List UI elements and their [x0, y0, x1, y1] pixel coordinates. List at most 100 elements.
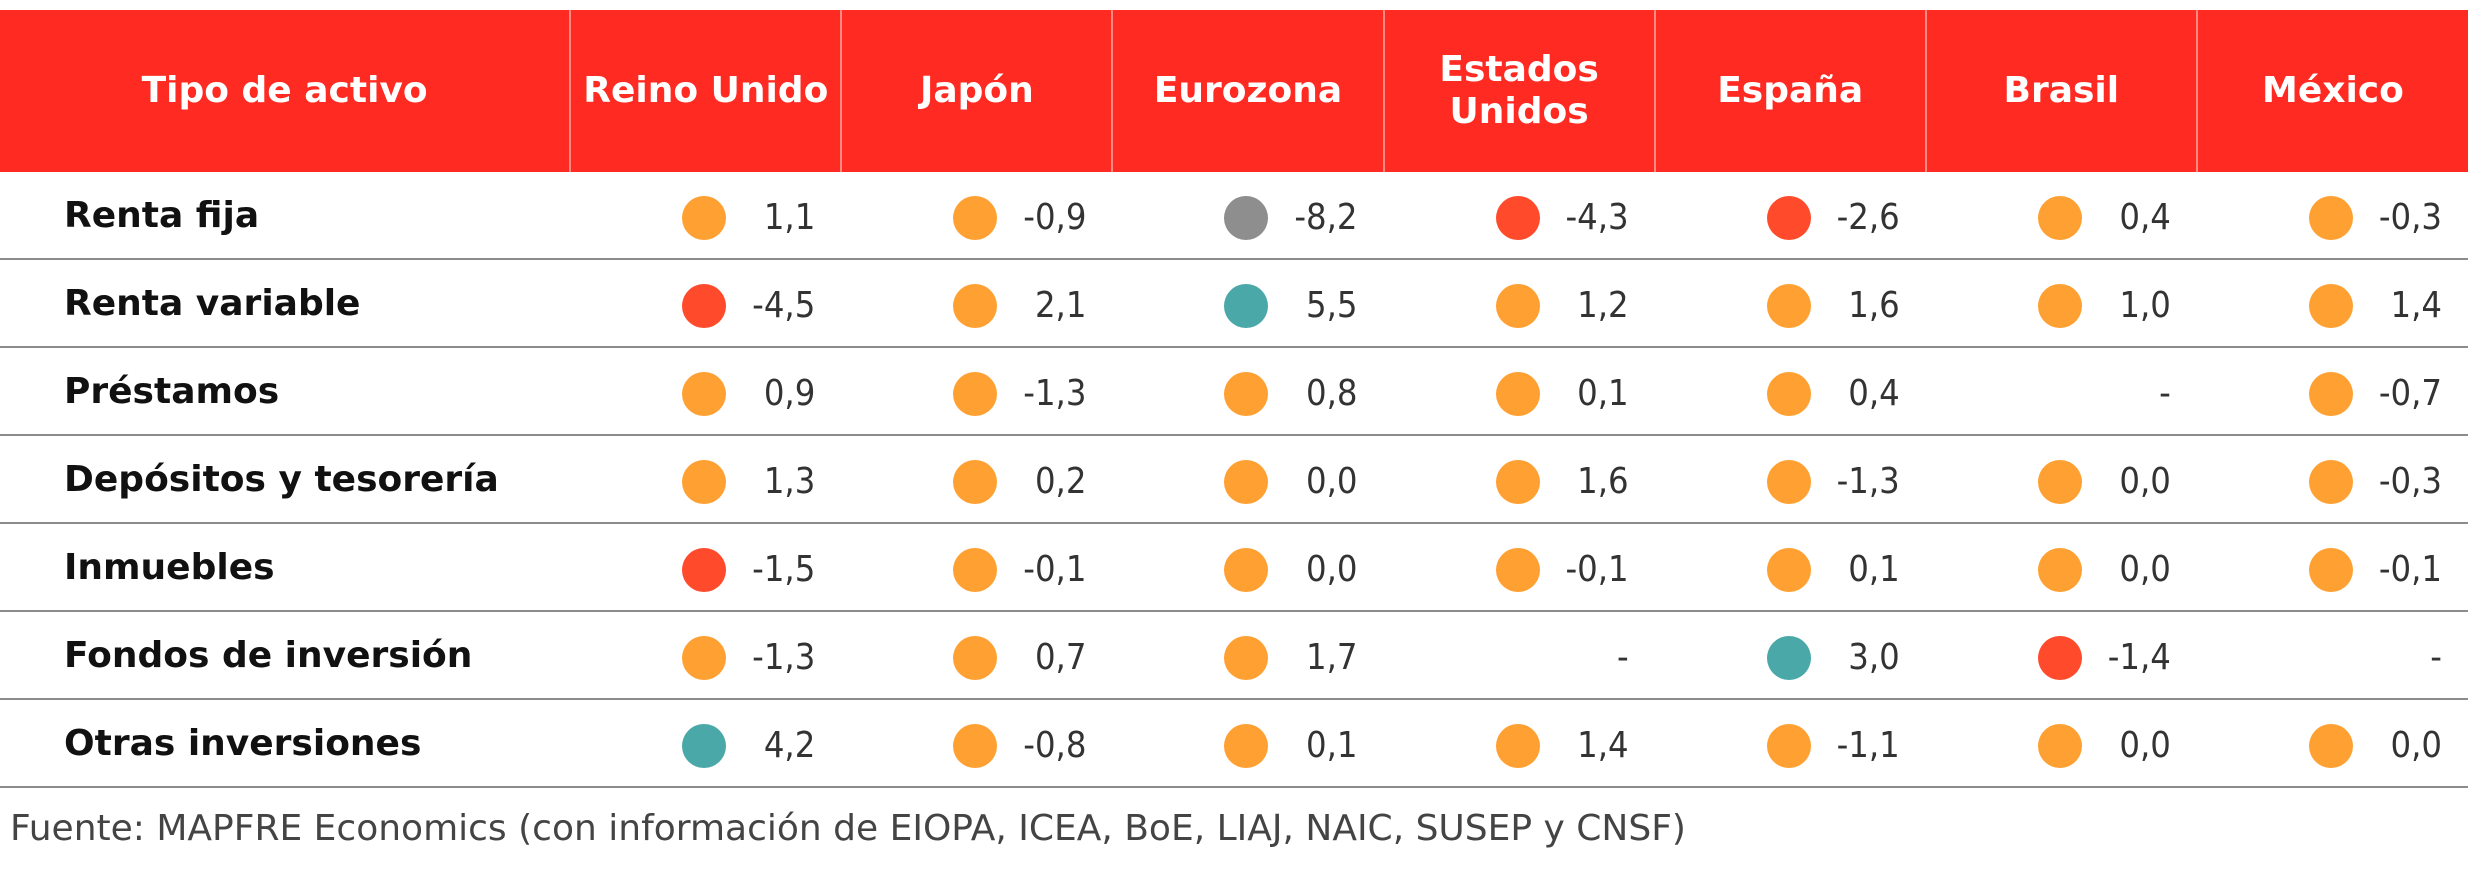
cell-value: 2,1 [1034, 285, 1087, 326]
table-cell: -0,1 [1383, 523, 1655, 612]
cell-content: -1,3 [841, 348, 1112, 434]
table-row: Préstamos 0,9 -1,3 0,8 0,1 0,4 - -0,7 [0, 347, 2468, 436]
orange-indicator-dot [953, 460, 998, 504]
cell-value: - [2159, 373, 2171, 414]
row-label: Otras inversiones [0, 699, 571, 788]
cell-content: 1,7 [1112, 612, 1383, 698]
red-indicator-dot [1495, 196, 1540, 240]
orange-indicator-dot [2308, 372, 2353, 416]
table-row: Inmuebles -1,5 -0,1 0,0 -0,1 0,1 0,0 -0,1 [0, 523, 2468, 612]
header-eurozona: Eurozona [1111, 10, 1384, 172]
cell-value: -1,3 [1023, 373, 1087, 414]
cell-value: 4,2 [763, 725, 816, 766]
orange-indicator-dot [1495, 460, 1540, 504]
cell-content: 0,0 [1926, 524, 2197, 610]
orange-indicator-dot [953, 196, 998, 240]
cell-content: -4,5 [570, 260, 841, 346]
cell-content: 0,0 [1112, 436, 1383, 522]
table-row: Fondos de inversión -1,3 0,7 1,7 - 3,0 -1,4 - [0, 611, 2468, 700]
table-cell: 0,4 [1925, 172, 2197, 260]
cell-value: -4,3 [1565, 197, 1629, 238]
cell-value: 1,4 [2390, 285, 2443, 326]
orange-indicator-dot [2037, 724, 2082, 768]
table-cell: 1,0 [1925, 259, 2197, 348]
cell-content: 0,2 [841, 436, 1112, 522]
table-cell: 3,0 [1654, 611, 1926, 700]
table-cell: 0,1 [1654, 523, 1926, 612]
cell-value: - [1616, 637, 1629, 678]
header-japon: Japón [840, 10, 1113, 172]
row-label: Depósitos y tesorería [0, 435, 571, 524]
cell-content: 0,1 [1655, 524, 1926, 610]
table-row: Renta variable -4,5 2,1 5,5 1,2 1,6 1,0 1,4 [0, 259, 2468, 348]
table-cell: 0,1 [1383, 347, 1655, 436]
orange-indicator-dot [2308, 724, 2353, 768]
cell-value: 5,5 [1306, 285, 1358, 326]
cell-value: 0,1 [1577, 373, 1629, 414]
orange-indicator-dot [1495, 372, 1540, 416]
table-row: Otras inversiones 4,2 -0,8 0,1 1,4 -1,1 0,0 0,0 [0, 699, 2468, 788]
table-cell: -0,9 [841, 172, 1113, 260]
orange-indicator-dot [1766, 460, 1811, 504]
source-note: Fuente: MAPFRE Economics (con informació… [10, 808, 1686, 849]
table-cell: 0,0 [2196, 699, 2468, 788]
cell-content: -0,9 [841, 172, 1112, 258]
cell-value: 3,0 [1848, 637, 1900, 678]
orange-indicator-dot [682, 372, 727, 416]
table-cell: 0,0 [1112, 435, 1384, 524]
cell-content: 1,4 [1384, 700, 1655, 786]
table-cell: 5,5 [1112, 259, 1384, 348]
cell-value: 0,0 [2119, 461, 2171, 502]
orange-indicator-dot [1495, 548, 1540, 592]
cell-value: -0,1 [1023, 549, 1087, 590]
cell-content: 0,8 [1112, 348, 1383, 434]
table-row: Renta fija 1,1 -0,9 -8,2 -4,3 -2,6 0,4 -0,3 [0, 172, 2468, 260]
table-cell: - [2196, 611, 2468, 700]
cell-content: -1,1 [1655, 700, 1926, 786]
cell-content: 0,0 [1926, 700, 2197, 786]
cell-content: 1,0 [1926, 260, 2197, 346]
table-cell: 0,1 [1112, 699, 1384, 788]
cell-content: -0,1 [1384, 524, 1655, 610]
table-cell: 0,9 [570, 347, 842, 436]
cell-value: 0,4 [2119, 197, 2171, 238]
cell-content: 0,7 [841, 612, 1112, 698]
cell-value: -8,2 [1294, 197, 1358, 238]
table-cell: -0,8 [841, 699, 1113, 788]
red-indicator-dot [1766, 196, 1811, 240]
cell-value: 0,2 [1034, 461, 1087, 502]
cell-value: 1,6 [1848, 285, 1900, 326]
cell-content: 0,4 [1926, 172, 2197, 258]
table-cell: -4,3 [1383, 172, 1655, 260]
cell-value: -0,1 [1565, 549, 1629, 590]
cell-content: -8,2 [1112, 172, 1383, 258]
cell-value: 1,1 [763, 197, 816, 238]
cell-value: -2,6 [1836, 197, 1900, 238]
orange-indicator-dot [1224, 636, 1269, 680]
table-cell: -1,3 [1654, 435, 1926, 524]
table-cell: 0,0 [1925, 435, 2197, 524]
header-brasil: Brasil [1924, 10, 2197, 172]
row-label: Préstamos [0, 347, 571, 436]
cell-content: -0,3 [2197, 436, 2468, 522]
orange-indicator-dot [2308, 196, 2353, 240]
cell-content: 0,9 [570, 348, 841, 434]
table-cell: -1,4 [1925, 611, 2197, 700]
orange-indicator-dot [953, 724, 998, 768]
orange-indicator-dot [2308, 284, 2353, 328]
cell-value: -1,5 [752, 549, 816, 590]
cell-value: -0,1 [2378, 549, 2442, 590]
table-cell: -0,3 [2196, 172, 2468, 260]
cell-value: 0,0 [2390, 725, 2443, 766]
table-cell: 1,1 [570, 172, 842, 260]
table-cell: -8,2 [1112, 172, 1384, 260]
cell-value: 0,7 [1034, 637, 1087, 678]
asset-returns-table: Tipo de activo Reino Unido Japón Eurozon… [0, 10, 2468, 788]
orange-indicator-dot [2037, 548, 2082, 592]
orange-indicator-dot [2037, 460, 2082, 504]
cell-content: -0,8 [841, 700, 1112, 786]
cell-content: 0,0 [1112, 524, 1383, 610]
red-indicator-dot [682, 548, 727, 592]
cell-content: 0,0 [1926, 436, 2197, 522]
table-cell: 1,4 [1383, 699, 1655, 788]
